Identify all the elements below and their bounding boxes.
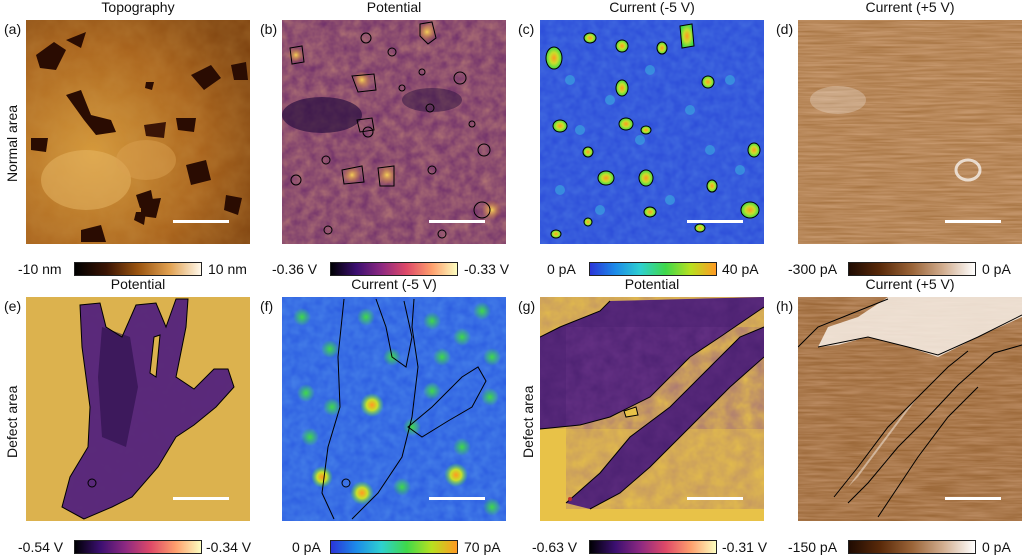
panel-title-topography: Topography xyxy=(101,0,175,15)
current-minus5v-image-c xyxy=(540,20,764,244)
row-label-defect-area: Defect area xyxy=(4,385,20,458)
colorbar-a-max: 10 nm xyxy=(208,261,247,277)
colorbar-e-min: -0.54 V xyxy=(18,539,64,555)
colorbar-f-max: 70 pA xyxy=(464,539,501,555)
panel-title-current-minus5-f: Current (-5 V) xyxy=(351,276,437,292)
panel-title-potential-g: Potential xyxy=(624,276,680,292)
colorbar-b-min: -0.36 V xyxy=(272,261,318,277)
colorbar-b xyxy=(330,262,458,276)
colorbar-a xyxy=(74,262,202,276)
colorbar-d-max: 0 pA xyxy=(982,261,1011,277)
colorbar-g-max: -0.31 V xyxy=(722,539,768,555)
current-plus5v-image-h xyxy=(798,297,1022,521)
colorbar-d-min: -300 pA xyxy=(788,261,838,277)
panel-title-potential-e: Potential xyxy=(110,276,166,292)
colorbar-f xyxy=(330,540,458,554)
colorbar-c-min: 0 pA xyxy=(547,261,576,277)
row-label-normal-area: Normal area xyxy=(4,104,20,182)
panel-letter-a: (a) xyxy=(4,21,22,37)
topography-image xyxy=(26,20,250,244)
panel-title-current-minus5-c: Current (-5 V) xyxy=(609,0,695,15)
colorbar-e-max: -0.34 V xyxy=(206,539,252,555)
panel-letter-d: (d) xyxy=(776,21,794,37)
potential-image-b xyxy=(282,20,506,244)
panel-letter-e: (e) xyxy=(4,298,22,314)
colorbar-h xyxy=(848,540,976,554)
colorbar-c xyxy=(589,262,717,276)
panel-letter-f: (f) xyxy=(260,298,274,314)
colorbar-h-min: -150 pA xyxy=(788,539,838,555)
panel-title-current-plus5-h: Current (+5 V) xyxy=(865,276,955,292)
panel-letter-h: (h) xyxy=(776,298,794,314)
panel-title-current-plus5-d: Current (+5 V) xyxy=(865,0,955,15)
colorbar-g xyxy=(589,540,717,554)
colorbar-f-min: 0 pA xyxy=(292,539,321,555)
colorbar-b-max: -0.33 V xyxy=(464,261,510,277)
current-minus5v-image-f xyxy=(282,297,506,521)
colorbar-e xyxy=(74,540,202,554)
potential-image-g xyxy=(540,297,764,521)
row-label-defect-area-2: Defect area xyxy=(520,385,536,458)
colorbar-c-max: 40 pA xyxy=(722,261,759,277)
panel-letter-b: (b) xyxy=(260,21,278,37)
panel-letter-g: (g) xyxy=(518,298,536,314)
colorbar-d xyxy=(848,262,976,276)
colorbar-g-min: -0.63 V xyxy=(532,539,578,555)
panel-letter-c: (c) xyxy=(518,21,535,37)
colorbar-a-min: -10 nm xyxy=(18,261,62,277)
potential-image-e xyxy=(26,297,250,521)
colorbar-h-max: 0 pA xyxy=(982,539,1011,555)
panel-title-potential-b: Potential xyxy=(366,0,422,15)
current-plus5v-image-d xyxy=(798,20,1022,244)
